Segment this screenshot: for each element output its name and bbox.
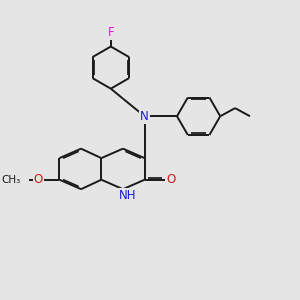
Text: O: O bbox=[34, 173, 43, 186]
Text: N: N bbox=[140, 110, 149, 123]
Text: F: F bbox=[107, 26, 114, 39]
Text: NH: NH bbox=[119, 189, 136, 202]
Text: O: O bbox=[166, 173, 176, 186]
Text: CH₃: CH₃ bbox=[1, 175, 20, 185]
